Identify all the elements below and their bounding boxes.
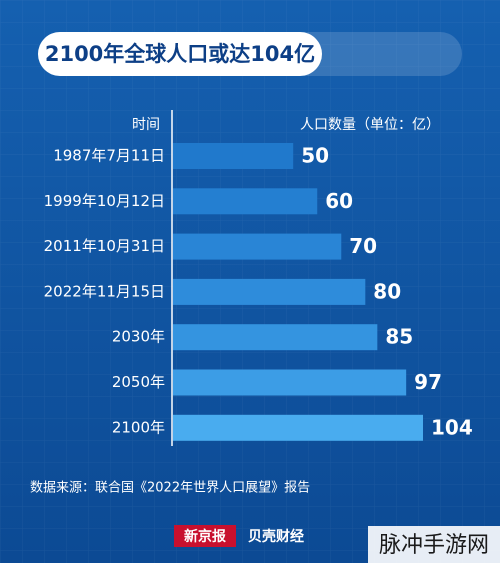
logo: 贝壳财经 [248,528,304,545]
logo: 新京报 [184,528,226,545]
y-tick-label: 2050年 [112,373,165,391]
bar [173,278,366,305]
source: 数据来源：联合国《2022年世界人口展望》报告 [30,480,310,496]
data-label: 104 [431,415,473,439]
y-tick-label: 2100年 [112,418,165,436]
title-box [38,32,322,76]
bar [173,233,342,260]
bar [173,414,423,441]
y-tick-label: 2011年10月31日 [44,237,165,255]
y-tick-label: 2030年 [112,328,165,346]
value-header: 人口数量（单位：亿） [300,117,440,133]
data-label: 60 [325,189,353,213]
bar [173,369,407,396]
y-tick-label: 1999年10月12日 [44,192,165,210]
y-tick-label: 2022年11月15日 [44,282,165,300]
bar [173,188,318,215]
data-label: 80 [373,279,401,303]
bar [173,324,378,351]
category-header: 时间 [132,117,160,133]
logo-box [174,525,236,547]
chart-title: 2100年全球人口或达104亿 [45,42,315,66]
data-label: 85 [385,325,413,349]
watermark: 脉冲手游网 [379,533,489,558]
watermark-box [368,526,500,563]
data-label: 97 [414,370,442,394]
bar [173,143,294,169]
y-tick-label: 1987年7月11日 [53,147,165,165]
data-label: 50 [301,144,329,168]
data-label: 70 [349,234,377,258]
